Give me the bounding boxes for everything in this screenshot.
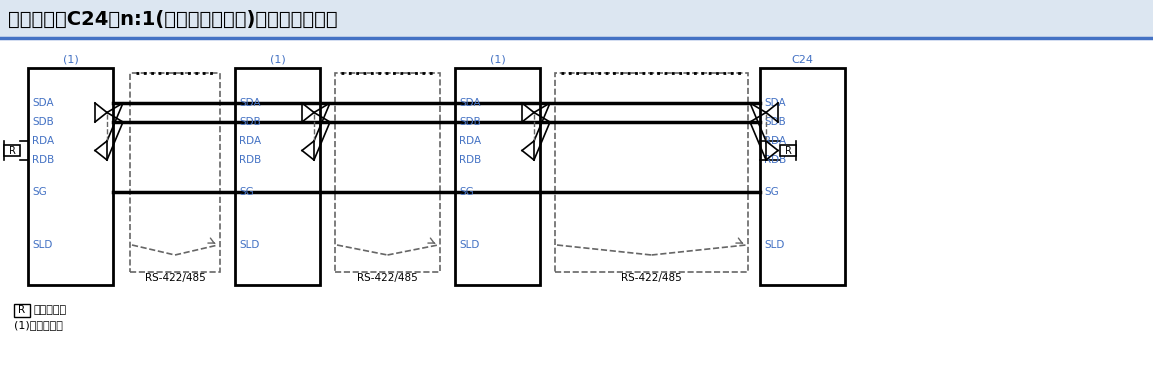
Text: RS-422/485: RS-422/485 [144, 273, 205, 283]
Text: (1): (1) [490, 55, 505, 65]
Text: SG: SG [764, 187, 778, 197]
Text: SG: SG [239, 187, 254, 197]
Text: RDA: RDA [764, 136, 786, 146]
Text: SLD: SLD [32, 240, 52, 250]
Text: (1): (1) [270, 55, 286, 65]
Bar [555, 73, 748, 272]
Text: 相手機器とC24をn:1(マルチドロップ)で接続する場合: 相手機器とC24をn:1(マルチドロップ)で接続する場合 [8, 9, 338, 28]
Text: RDA: RDA [32, 136, 54, 146]
Text: SDA: SDA [239, 98, 261, 108]
Bar [779, 145, 796, 156]
Text: R: R [784, 146, 791, 156]
Text: C24: C24 [791, 55, 814, 65]
Bar [0, 0, 1153, 38]
Text: SLD: SLD [239, 240, 259, 250]
Text: RS-422/485: RS-422/485 [620, 273, 681, 283]
Bar [28, 68, 113, 285]
Text: SG: SG [459, 187, 474, 197]
Text: SDB: SDB [459, 117, 481, 127]
Text: SDA: SDA [459, 98, 481, 108]
Text: SLD: SLD [459, 240, 480, 250]
Text: RDA: RDA [239, 136, 261, 146]
Text: ：終端抵抗: ：終端抵抗 [33, 305, 67, 315]
Text: RDB: RDB [764, 155, 786, 165]
Text: RS-422/485: RS-422/485 [356, 273, 417, 283]
Bar [336, 73, 440, 272]
Text: SDB: SDB [32, 117, 54, 127]
Text: (1)：相手機器: (1)：相手機器 [14, 320, 63, 330]
Bar [235, 68, 321, 285]
Text: SDA: SDA [764, 98, 785, 108]
Text: SDB: SDB [764, 117, 785, 127]
Text: (1): (1) [62, 55, 78, 65]
Text: R: R [18, 305, 25, 315]
Bar [130, 73, 220, 272]
Text: RDB: RDB [239, 155, 262, 165]
Text: R: R [8, 146, 15, 156]
Bar [455, 68, 540, 285]
Text: SLD: SLD [764, 240, 784, 250]
Text: SDA: SDA [32, 98, 54, 108]
Bar [3, 145, 20, 156]
Bar [760, 68, 845, 285]
Text: SDB: SDB [239, 117, 261, 127]
Text: RDB: RDB [459, 155, 481, 165]
Bar [14, 304, 30, 317]
Text: RDB: RDB [32, 155, 54, 165]
Text: SG: SG [32, 187, 47, 197]
Text: RDA: RDA [459, 136, 481, 146]
